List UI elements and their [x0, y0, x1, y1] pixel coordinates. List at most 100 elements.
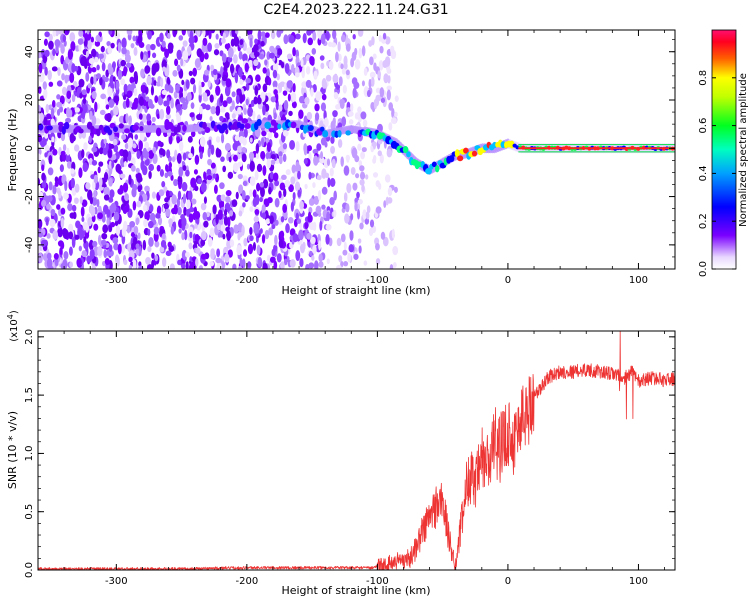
noise-speckle: [372, 154, 377, 163]
noise-speckle: [348, 119, 354, 125]
noise-speckle: [38, 71, 45, 83]
noise-speckle: [272, 69, 278, 79]
noise-speckle: [209, 260, 215, 267]
noise-speckle: [233, 54, 238, 64]
noise-speckle: [117, 42, 122, 53]
noise-speckle: [126, 90, 133, 97]
noise-speckle: [215, 147, 220, 158]
noise-speckle: [379, 87, 385, 98]
noise-speckle: [148, 204, 154, 213]
noise-speckle: [341, 68, 346, 75]
noise-speckle: [232, 263, 237, 269]
noise-speckle: [112, 61, 116, 69]
noise-speckle: [99, 76, 103, 86]
noise-speckle: [59, 164, 64, 173]
noise-speckle: [202, 37, 208, 46]
noise-speckle: [181, 181, 188, 192]
noise-speckle: [71, 204, 77, 212]
noise-speckle: [318, 253, 323, 262]
ridge-cell: [435, 165, 440, 173]
noise-speckle: [151, 252, 155, 259]
noise-speckle: [82, 162, 89, 173]
noise-speckle: [276, 73, 280, 81]
noise-speckle: [93, 74, 97, 85]
noise-speckle: [161, 66, 167, 72]
noise-speckle: [97, 245, 103, 257]
noise-speckle: [134, 134, 139, 140]
noise-speckle: [129, 220, 136, 228]
noise-speckle: [125, 97, 130, 108]
noise-speckle: [179, 140, 184, 152]
ridge-cell: [95, 128, 101, 137]
noise-speckle: [200, 230, 207, 241]
noise-speckle: [91, 91, 97, 99]
noise-speckle: [222, 100, 228, 108]
spectrogram-y-tick-label: 20: [24, 94, 35, 107]
noise-speckle: [373, 62, 377, 71]
noise-speckle: [122, 149, 129, 159]
noise-speckle: [220, 66, 224, 77]
noise-speckle: [62, 227, 68, 236]
noise-speckle: [96, 73, 101, 80]
noise-speckle: [69, 32, 76, 43]
noise-speckle: [299, 257, 304, 268]
noise-speckle: [358, 245, 362, 254]
noise-speckle: [169, 263, 175, 269]
noise-speckle: [41, 181, 47, 189]
noise-speckle: [252, 189, 257, 198]
noise-speckle: [232, 162, 239, 173]
noise-speckle: [156, 113, 160, 120]
noise-speckle: [343, 165, 350, 176]
noise-speckle: [81, 216, 85, 222]
noise-speckle: [147, 228, 151, 236]
noise-speckle: [148, 264, 153, 269]
noise-speckle: [308, 262, 315, 269]
noise-speckle: [77, 224, 83, 234]
noise-speckle: [241, 153, 247, 163]
noise-speckle: [315, 205, 322, 215]
noise-speckle: [274, 219, 279, 226]
noise-speckle: [96, 198, 100, 208]
noise-speckle: [215, 33, 219, 40]
noise-speckle: [253, 96, 258, 105]
noise-speckle: [103, 76, 109, 83]
noise-speckle: [107, 63, 113, 72]
noise-speckle: [329, 197, 335, 206]
noise-speckle: [289, 259, 296, 268]
ridge-cell: [113, 126, 119, 133]
ridge-cell: [38, 123, 44, 131]
noise-speckle: [290, 176, 296, 185]
noise-speckle: [365, 174, 369, 180]
noise-speckle: [282, 203, 288, 214]
noise-speckle: [277, 48, 283, 56]
noise-speckle: [165, 113, 172, 120]
noise-speckle: [245, 77, 251, 84]
noise-speckle: [200, 182, 207, 193]
noise-speckle: [347, 252, 352, 263]
noise-speckle: [65, 117, 72, 123]
noise-speckle: [226, 230, 231, 241]
ridge-cell: [155, 127, 162, 137]
noise-speckle: [194, 233, 200, 242]
noise-speckle: [188, 242, 193, 250]
noise-speckle: [113, 211, 120, 222]
ridge-cell: [322, 130, 329, 138]
noise-speckle: [147, 245, 152, 253]
noise-speckle: [133, 71, 138, 80]
noise-speckle: [154, 95, 159, 103]
ridge-cell: [320, 126, 325, 132]
noise-speckle: [150, 43, 156, 51]
noise-speckle: [210, 162, 216, 169]
noise-speckle: [50, 209, 56, 217]
noise-speckle: [307, 145, 313, 152]
noise-speckle: [219, 230, 224, 238]
noise-speckle: [188, 152, 193, 159]
noise-speckle: [79, 234, 83, 241]
noise-speckle: [81, 110, 86, 120]
noise-speckle: [306, 111, 313, 121]
noise-speckle: [262, 178, 269, 189]
noise-speckle: [52, 148, 58, 156]
noise-speckle: [268, 52, 275, 59]
noise-speckle: [231, 100, 235, 110]
noise-speckle: [127, 150, 132, 162]
